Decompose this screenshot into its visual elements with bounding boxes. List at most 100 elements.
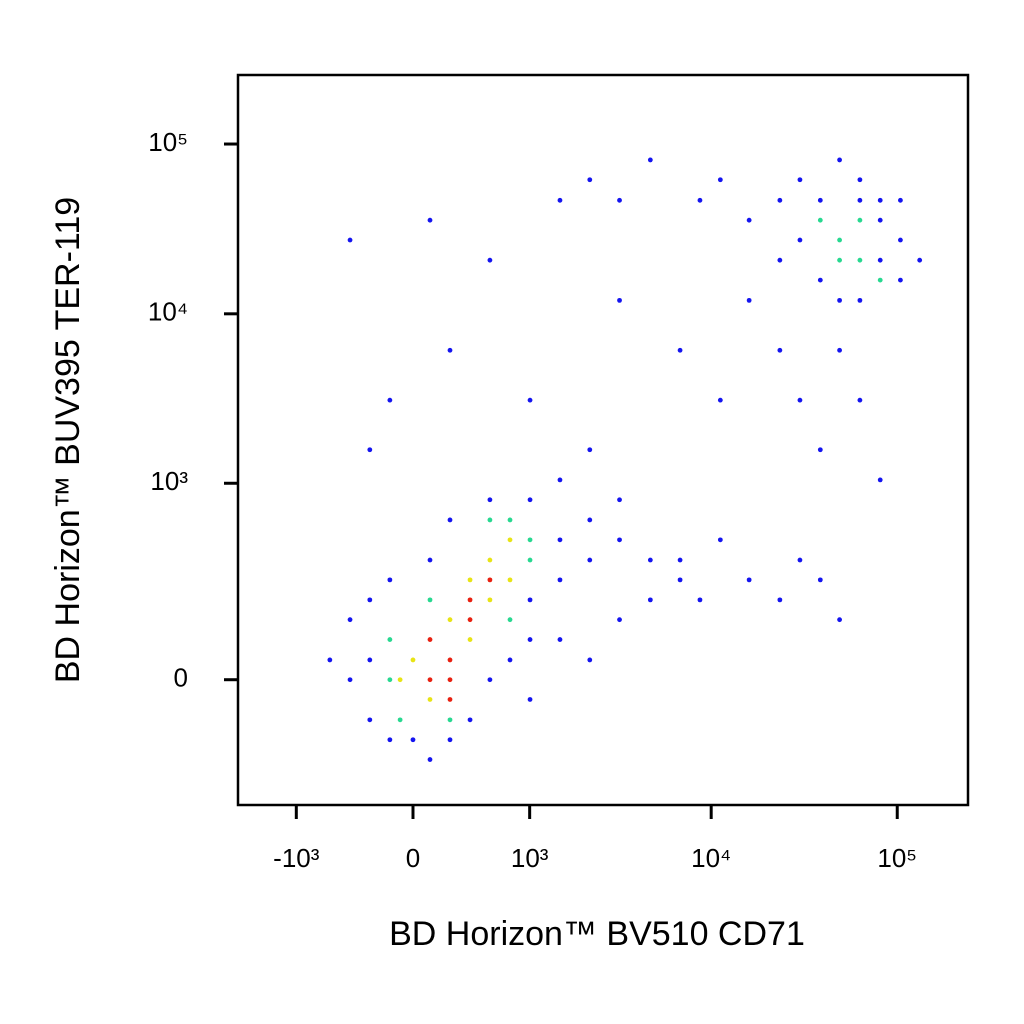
point <box>447 697 453 702</box>
point <box>387 577 393 583</box>
point <box>427 637 433 642</box>
point <box>427 217 433 223</box>
point <box>837 237 842 243</box>
point <box>817 447 823 453</box>
point <box>797 397 803 403</box>
point <box>837 257 842 263</box>
point <box>617 537 622 543</box>
point <box>487 557 493 563</box>
point <box>387 677 393 683</box>
point <box>327 657 333 663</box>
x-tick-label: 10³ <box>511 843 549 873</box>
point <box>877 257 883 263</box>
point <box>410 737 416 743</box>
point <box>557 637 563 642</box>
point <box>617 197 622 203</box>
point <box>677 347 683 353</box>
point <box>617 617 622 623</box>
point <box>587 517 593 523</box>
point <box>527 557 533 563</box>
point <box>427 557 433 563</box>
point <box>797 557 803 563</box>
point <box>898 197 903 203</box>
points <box>327 157 923 762</box>
plot-frame <box>236 73 970 807</box>
point <box>367 717 373 723</box>
point <box>857 177 863 183</box>
point <box>857 257 863 263</box>
point <box>487 257 493 263</box>
point <box>917 257 923 263</box>
point <box>507 657 513 663</box>
point <box>857 297 863 303</box>
point <box>527 697 533 702</box>
point <box>746 217 752 223</box>
point <box>557 197 563 203</box>
point <box>487 517 493 523</box>
point <box>817 197 823 203</box>
point <box>367 447 373 453</box>
point <box>837 617 842 623</box>
point <box>777 597 783 603</box>
point <box>427 677 433 683</box>
point <box>387 397 393 403</box>
point <box>387 637 393 642</box>
point <box>797 237 803 243</box>
point <box>467 717 473 723</box>
point <box>777 197 783 203</box>
point <box>857 397 863 403</box>
point <box>447 517 453 523</box>
point <box>447 657 453 663</box>
point <box>746 297 752 303</box>
point <box>347 677 353 683</box>
point <box>467 577 473 583</box>
point <box>877 217 883 223</box>
point <box>347 617 353 623</box>
y-axis-label: BD Horizon™ BUV395 TER-119 <box>49 197 87 683</box>
point <box>527 497 533 503</box>
point <box>647 597 653 603</box>
point <box>717 397 723 403</box>
point <box>877 477 883 483</box>
x-tick-label: 0 <box>406 843 420 873</box>
point <box>507 617 513 623</box>
x-tick-label: -10³ <box>273 843 320 873</box>
point <box>877 277 883 283</box>
point <box>347 237 353 243</box>
point <box>677 557 683 563</box>
point <box>527 597 533 603</box>
point <box>697 597 703 603</box>
point <box>557 477 563 483</box>
point <box>367 597 373 603</box>
point <box>427 697 433 702</box>
point <box>587 447 593 453</box>
point <box>467 617 473 623</box>
point <box>617 297 622 303</box>
point <box>557 577 563 583</box>
point <box>817 277 823 283</box>
point <box>777 257 783 263</box>
point <box>527 637 533 642</box>
point <box>397 717 403 723</box>
point <box>677 577 683 583</box>
point <box>877 197 883 203</box>
point <box>410 657 416 663</box>
x-tick-label: 10⁵ <box>877 843 917 873</box>
point <box>817 577 823 583</box>
point <box>507 537 513 543</box>
point <box>857 217 863 223</box>
point <box>527 397 533 403</box>
point <box>447 737 453 743</box>
y-tick-label: 10⁴ <box>148 297 188 327</box>
point <box>397 677 403 683</box>
y-tick-label: 10⁵ <box>148 127 188 157</box>
point <box>427 597 433 603</box>
point <box>487 677 493 683</box>
point <box>587 557 593 563</box>
point <box>387 737 393 743</box>
point <box>797 177 803 183</box>
point <box>817 217 823 223</box>
point <box>467 637 473 642</box>
point <box>527 537 533 543</box>
